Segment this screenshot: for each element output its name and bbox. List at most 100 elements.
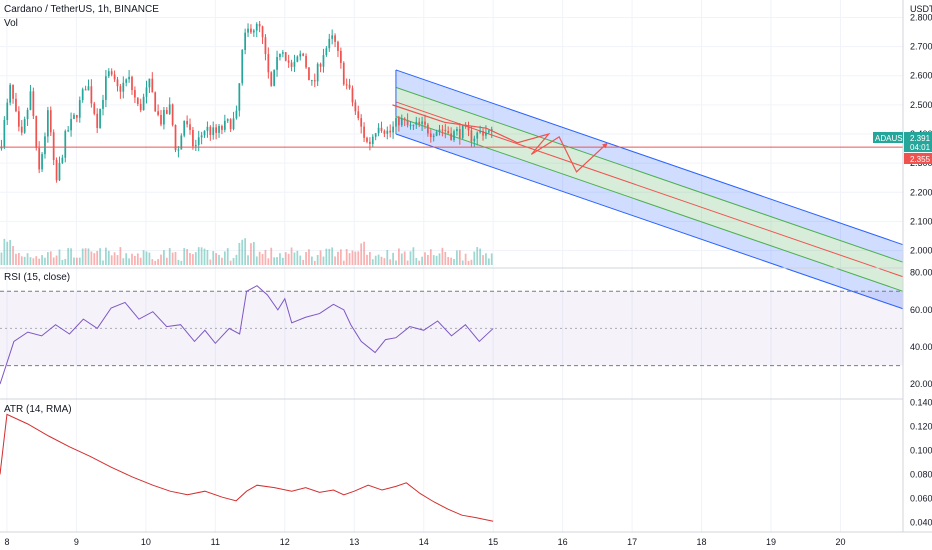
volume-bar xyxy=(464,253,467,265)
candle-body xyxy=(241,49,244,84)
volume-bar xyxy=(17,252,20,265)
candle-body xyxy=(421,121,423,124)
volume-bar xyxy=(308,249,310,265)
volume-bar xyxy=(369,251,371,265)
candle-body xyxy=(476,132,479,139)
candle-body xyxy=(90,86,93,104)
candle-body xyxy=(35,115,38,148)
candle-body xyxy=(450,133,452,140)
candle-body xyxy=(395,118,397,127)
candle-body xyxy=(406,120,409,126)
volume-bar xyxy=(212,251,215,265)
volume-bar xyxy=(206,249,209,265)
volume-bar xyxy=(177,259,180,265)
volume-bar xyxy=(151,259,154,265)
candle-body xyxy=(215,127,217,133)
candle-body xyxy=(400,118,403,126)
volume-bar xyxy=(116,255,119,265)
candle-body xyxy=(41,154,43,170)
candle-body xyxy=(235,110,238,119)
volume-label: Vol xyxy=(4,18,18,29)
volume-bar xyxy=(287,253,290,265)
rsi-tick-label: 40.00 xyxy=(910,342,932,352)
volume-bar xyxy=(380,256,383,265)
candle-body xyxy=(203,130,206,136)
volume-bar xyxy=(334,256,336,265)
volume-bar xyxy=(409,251,412,265)
candle-body xyxy=(226,119,229,121)
price-tick-label: 2.200 xyxy=(910,187,932,197)
projection-path[interactable] xyxy=(392,104,609,173)
volume-bar xyxy=(432,255,435,265)
volume-bar xyxy=(20,256,23,265)
volume-bar xyxy=(67,248,70,265)
time-tick-label: 12 xyxy=(280,537,290,547)
volume-bar xyxy=(244,238,247,265)
candle-body xyxy=(70,119,72,131)
candle-body xyxy=(223,120,226,130)
regression-channel[interactable] xyxy=(395,69,904,310)
volume-bar xyxy=(105,247,107,265)
time-tick-label: 11 xyxy=(211,537,220,547)
volume-bar xyxy=(78,257,81,265)
candle-body xyxy=(61,157,64,163)
candle-body xyxy=(122,82,125,92)
time-tick-label: 10 xyxy=(141,537,151,547)
volume-bar xyxy=(55,255,58,265)
channel-upper-band xyxy=(395,69,903,263)
time-axis-background[interactable] xyxy=(0,532,932,550)
volume-bar xyxy=(322,256,325,265)
candle-body xyxy=(383,130,386,134)
volume-bar xyxy=(467,260,470,265)
atr-label: ATR (14, RMA) xyxy=(4,404,72,415)
volume-bar xyxy=(226,248,229,265)
volume-bar xyxy=(487,258,490,265)
volume-bar xyxy=(125,253,128,265)
candle-body xyxy=(258,23,261,27)
volume-bar xyxy=(412,247,415,265)
channel-upper-line xyxy=(395,69,904,246)
candle-body xyxy=(136,97,139,104)
candle-body xyxy=(429,133,432,137)
last-price-text: 2.391 xyxy=(910,134,931,143)
volume-bar xyxy=(250,243,252,265)
candle-body xyxy=(325,48,328,56)
candle-body xyxy=(49,110,52,133)
candle-body xyxy=(238,83,241,111)
candle-body xyxy=(261,26,264,38)
candle-body xyxy=(67,130,70,132)
candle-body xyxy=(319,63,322,67)
candle-body xyxy=(369,141,371,144)
candle-body xyxy=(165,110,168,114)
rsi-tick-label: 80.00 xyxy=(910,268,932,278)
candle-body xyxy=(229,119,232,130)
candle-body xyxy=(470,130,473,142)
candle-body xyxy=(427,124,429,134)
candle-body xyxy=(482,131,484,136)
candle-body xyxy=(322,55,325,67)
candle-body xyxy=(351,88,354,103)
candle-body xyxy=(174,125,177,151)
candle-body xyxy=(131,76,133,91)
candle-body xyxy=(32,91,35,116)
volume-bar xyxy=(479,248,481,265)
candle-body xyxy=(250,28,252,33)
candle-body xyxy=(102,99,104,109)
candle-body xyxy=(9,84,12,103)
volume-bar xyxy=(374,255,377,265)
rsi-line xyxy=(0,285,494,385)
candle-body xyxy=(287,60,290,63)
candle-body xyxy=(403,118,406,121)
volume-bar xyxy=(453,259,455,265)
atr-tick-label: 0.040 xyxy=(910,517,932,527)
atr-tick-label: 0.100 xyxy=(910,445,932,455)
candle-body xyxy=(360,118,363,127)
candle-body xyxy=(458,129,461,139)
candle-body xyxy=(160,114,162,125)
volume-bar xyxy=(319,250,322,265)
time-tick-label: 18 xyxy=(697,537,707,547)
candle-body xyxy=(206,126,209,131)
price-axis-background[interactable] xyxy=(903,0,932,532)
